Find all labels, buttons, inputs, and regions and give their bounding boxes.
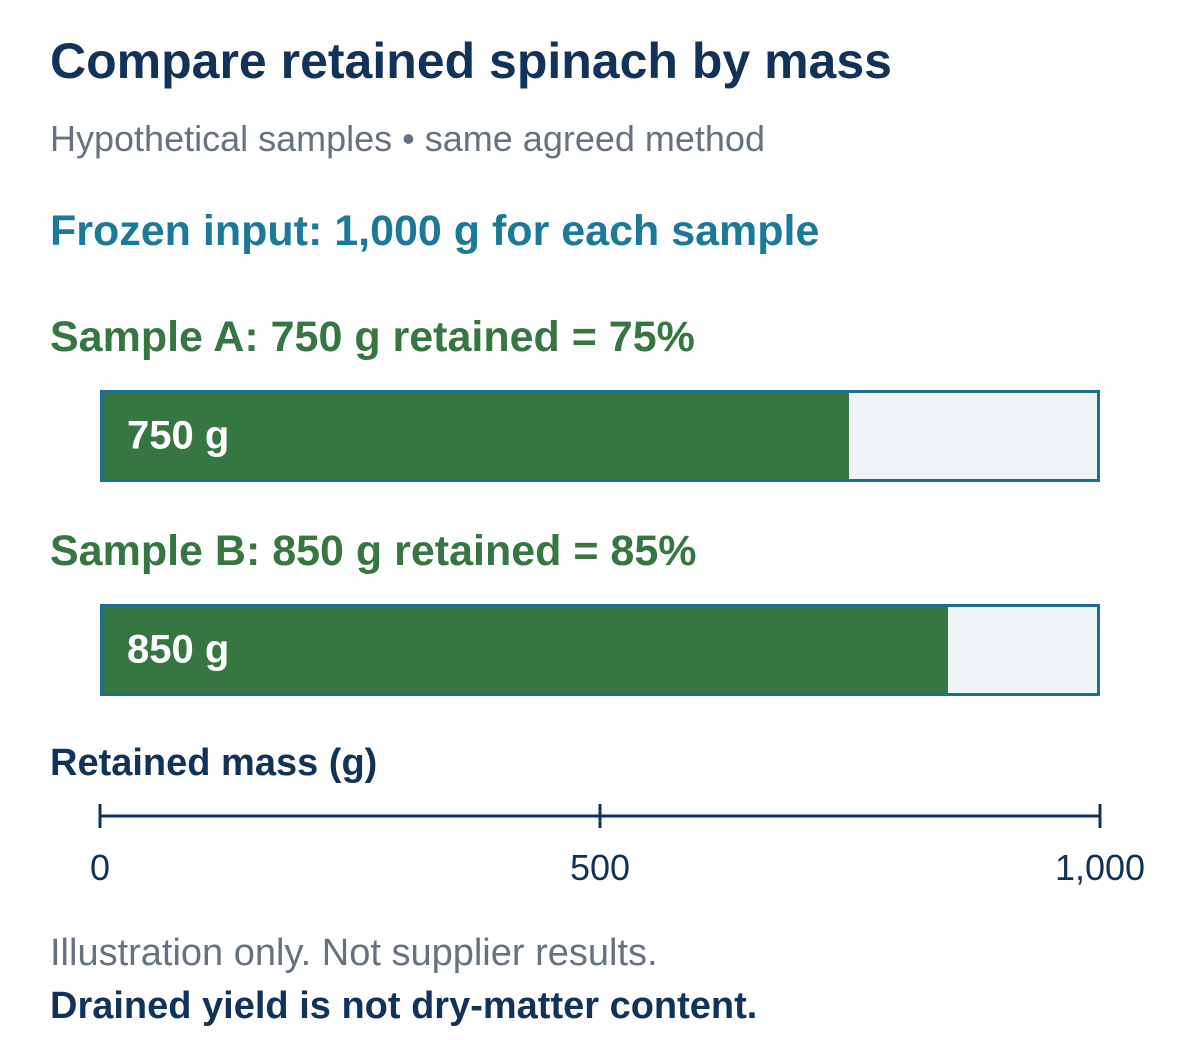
footnote-bold: Drained yield is not dry-matter content. bbox=[50, 985, 758, 1027]
bar-track-sample-b: 850 g bbox=[100, 604, 1100, 696]
bar-track-sample-a: 750 g bbox=[100, 390, 1100, 482]
bar-fill-sample-b bbox=[103, 607, 948, 693]
x-tick-label-0: 0 bbox=[90, 847, 110, 888]
x-tick-label-2: 1,000 bbox=[1055, 847, 1145, 888]
x-tick-label-1: 500 bbox=[570, 847, 630, 888]
bar-label-sample-a: Sample A: 750 g retained = 75% bbox=[50, 313, 695, 361]
bar-value-label-sample-b: 850 g bbox=[127, 627, 230, 672]
footnote: Illustration only. Not supplier results. bbox=[50, 932, 658, 974]
chart-subtitle: Hypothetical samples • same agreed metho… bbox=[50, 118, 765, 159]
x-axis-label: Retained mass (g) bbox=[50, 742, 378, 784]
x-axis-ticks: 0 500 1,000 bbox=[90, 804, 1145, 888]
bar-fill-sample-a bbox=[103, 393, 849, 479]
chart-title: Compare retained spinach by mass bbox=[50, 33, 892, 89]
bar-value-label-sample-a: 750 g bbox=[127, 413, 230, 458]
bar-label-sample-b: Sample B: 850 g retained = 85% bbox=[50, 527, 697, 575]
input-annotation: Frozen input: 1,000 g for each sample bbox=[50, 207, 820, 255]
